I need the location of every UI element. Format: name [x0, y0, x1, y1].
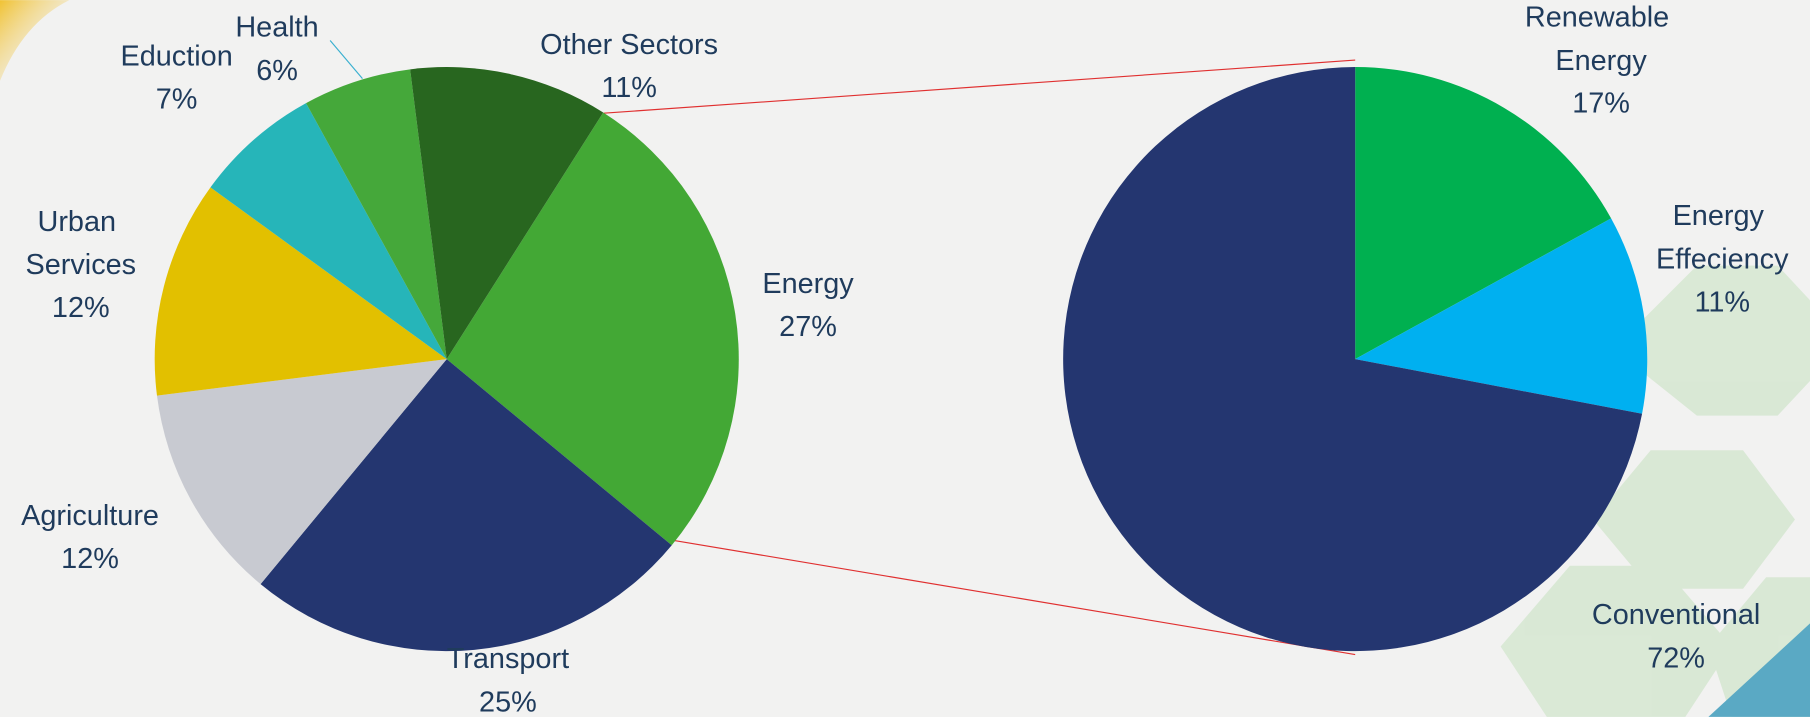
pie-slice [410, 67, 604, 360]
pie-slice [156, 359, 447, 585]
category-label: Eduction [120, 40, 232, 72]
value-label: 12% [61, 543, 119, 575]
category-label: Conventional [1592, 599, 1760, 631]
category-label: Other Sectors [540, 29, 718, 61]
value-label: 25% [479, 686, 537, 717]
pie-slice [154, 187, 447, 396]
connector-line [672, 539, 1356, 656]
pie-slice [1355, 218, 1648, 414]
pie-slice [210, 103, 447, 360]
value-label: 12% [52, 292, 110, 324]
pie-slice [1063, 67, 1643, 652]
category-label: Transport [447, 643, 569, 675]
pie-slice [446, 112, 739, 546]
category-label: Energy Effeciency [1656, 200, 1789, 275]
value-label: 6% [256, 55, 298, 87]
pie-slice [260, 359, 672, 652]
value-label: 11% [1694, 286, 1750, 318]
leader-line [329, 40, 363, 79]
value-label: 72% [1647, 642, 1705, 674]
pie-slice [306, 69, 447, 360]
category-label: Health [235, 12, 318, 44]
category-label: Renewable Energy [1525, 1, 1677, 76]
corner-accent [1708, 623, 1810, 717]
connector-line [603, 59, 1356, 114]
value-label: 17% [1572, 88, 1630, 120]
pie-slice [1355, 67, 1612, 360]
value-label: 11% [601, 72, 657, 104]
value-label: 7% [156, 84, 198, 116]
value-label: 27% [779, 311, 837, 343]
corner-decoration [0, 0, 70, 81]
category-label: Urban Services [25, 205, 136, 280]
category-label: Energy [762, 268, 854, 300]
hex-decoration [1500, 265, 1810, 717]
category-label: Agriculture [21, 500, 159, 532]
